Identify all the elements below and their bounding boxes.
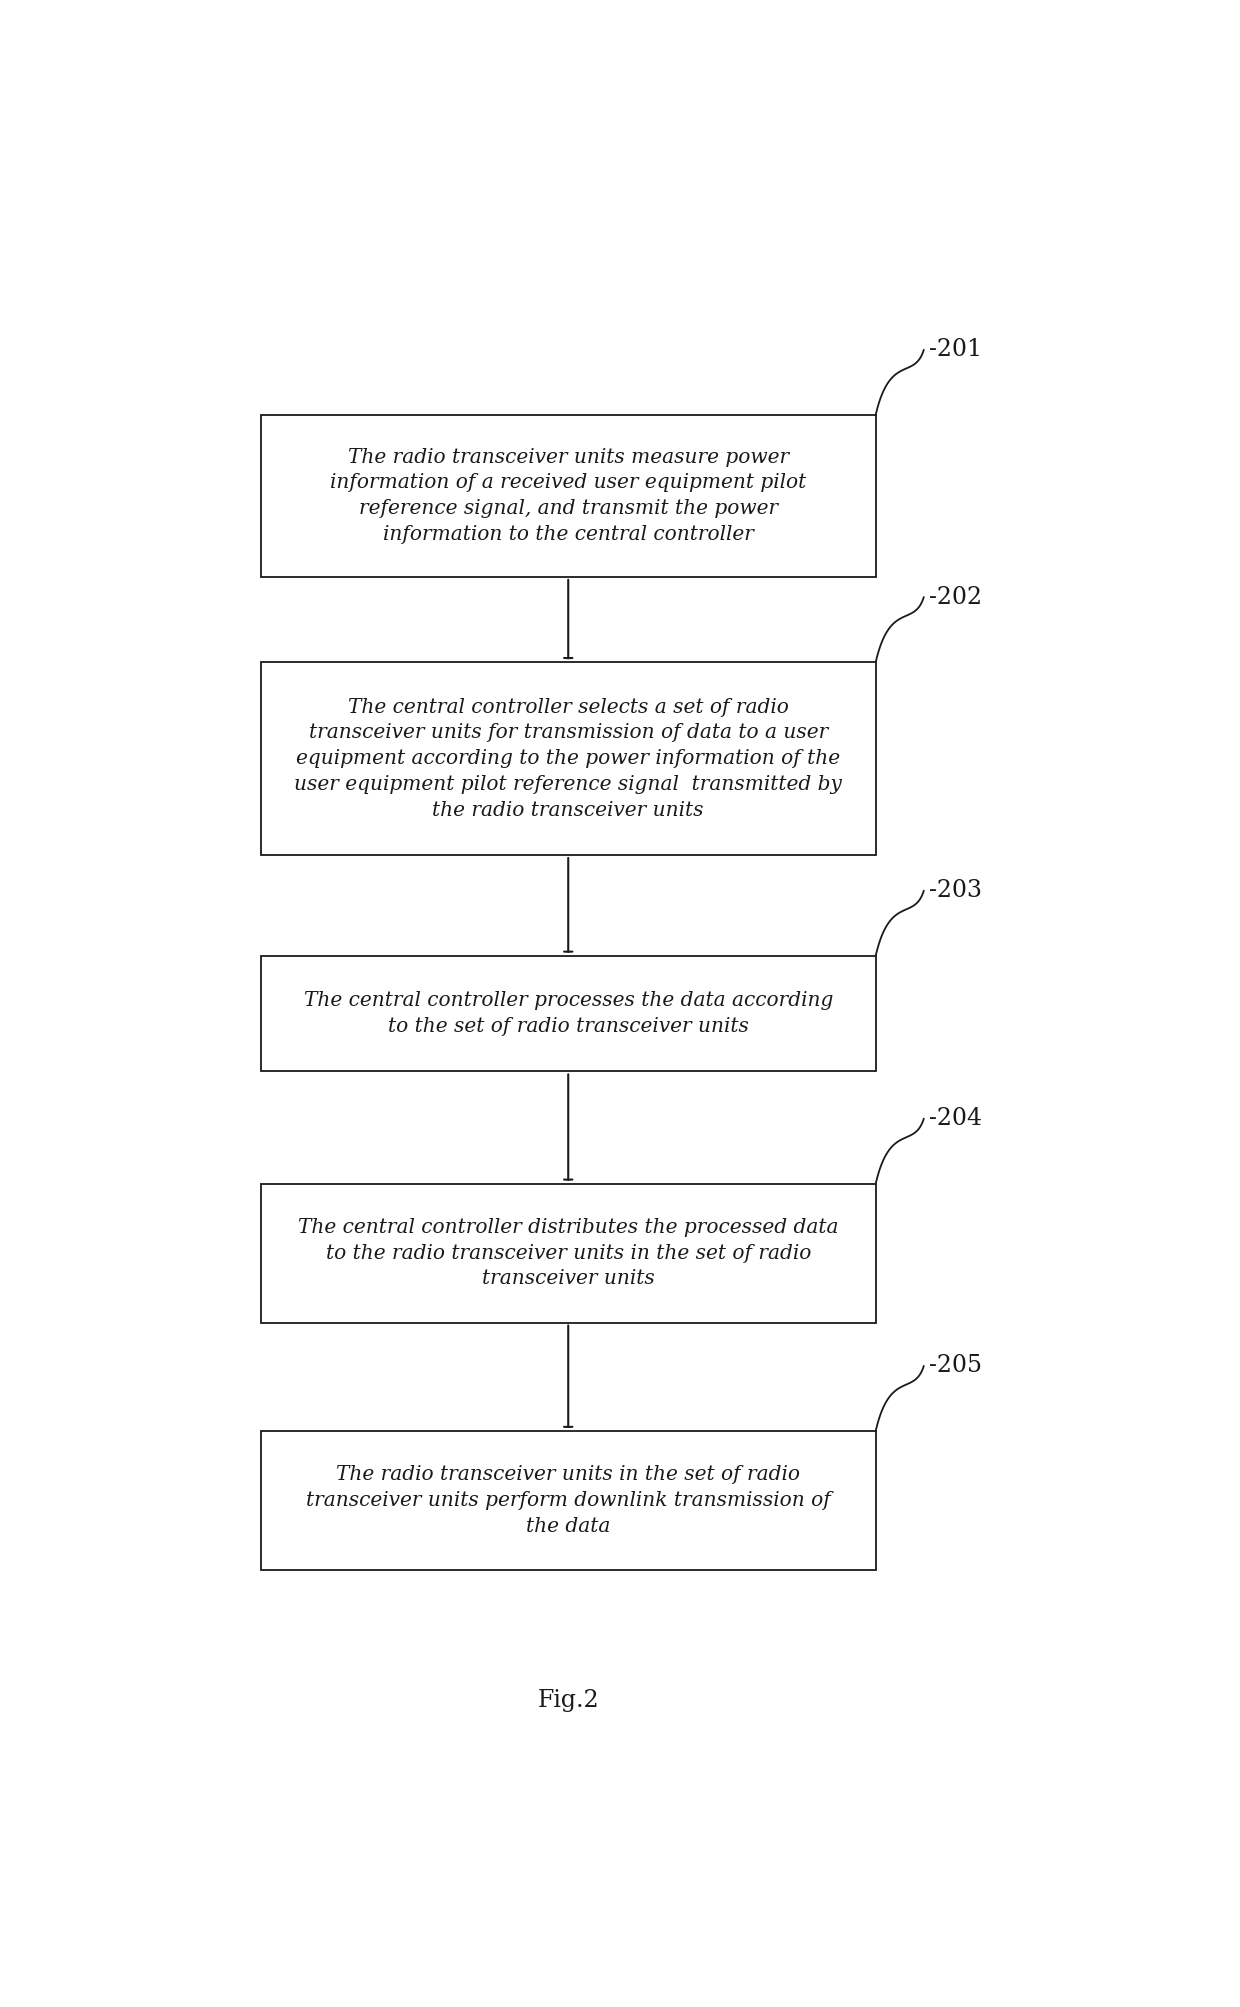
Text: Fig.2: Fig.2 [537,1690,599,1712]
FancyBboxPatch shape [260,1431,875,1569]
Text: -201: -201 [929,339,982,361]
Text: The central controller distributes the processed data
to the radio transceiver u: The central controller distributes the p… [298,1218,838,1288]
Text: The central controller selects a set of radio
transceiver units for transmission: The central controller selects a set of … [294,698,842,819]
Text: -203: -203 [929,879,982,903]
FancyBboxPatch shape [260,1184,875,1323]
Text: The radio transceiver units measure power
information of a received user equipme: The radio transceiver units measure powe… [330,448,806,544]
Text: -204: -204 [929,1108,982,1130]
FancyBboxPatch shape [260,662,875,855]
Text: The central controller processes the data according
to the set of radio transcei: The central controller processes the dat… [304,991,833,1036]
Text: -202: -202 [929,586,982,608]
FancyBboxPatch shape [260,955,875,1072]
FancyBboxPatch shape [260,415,875,576]
Text: -205: -205 [929,1355,982,1377]
Text: The radio transceiver units in the set of radio
transceiver units perform downli: The radio transceiver units in the set o… [306,1465,831,1535]
